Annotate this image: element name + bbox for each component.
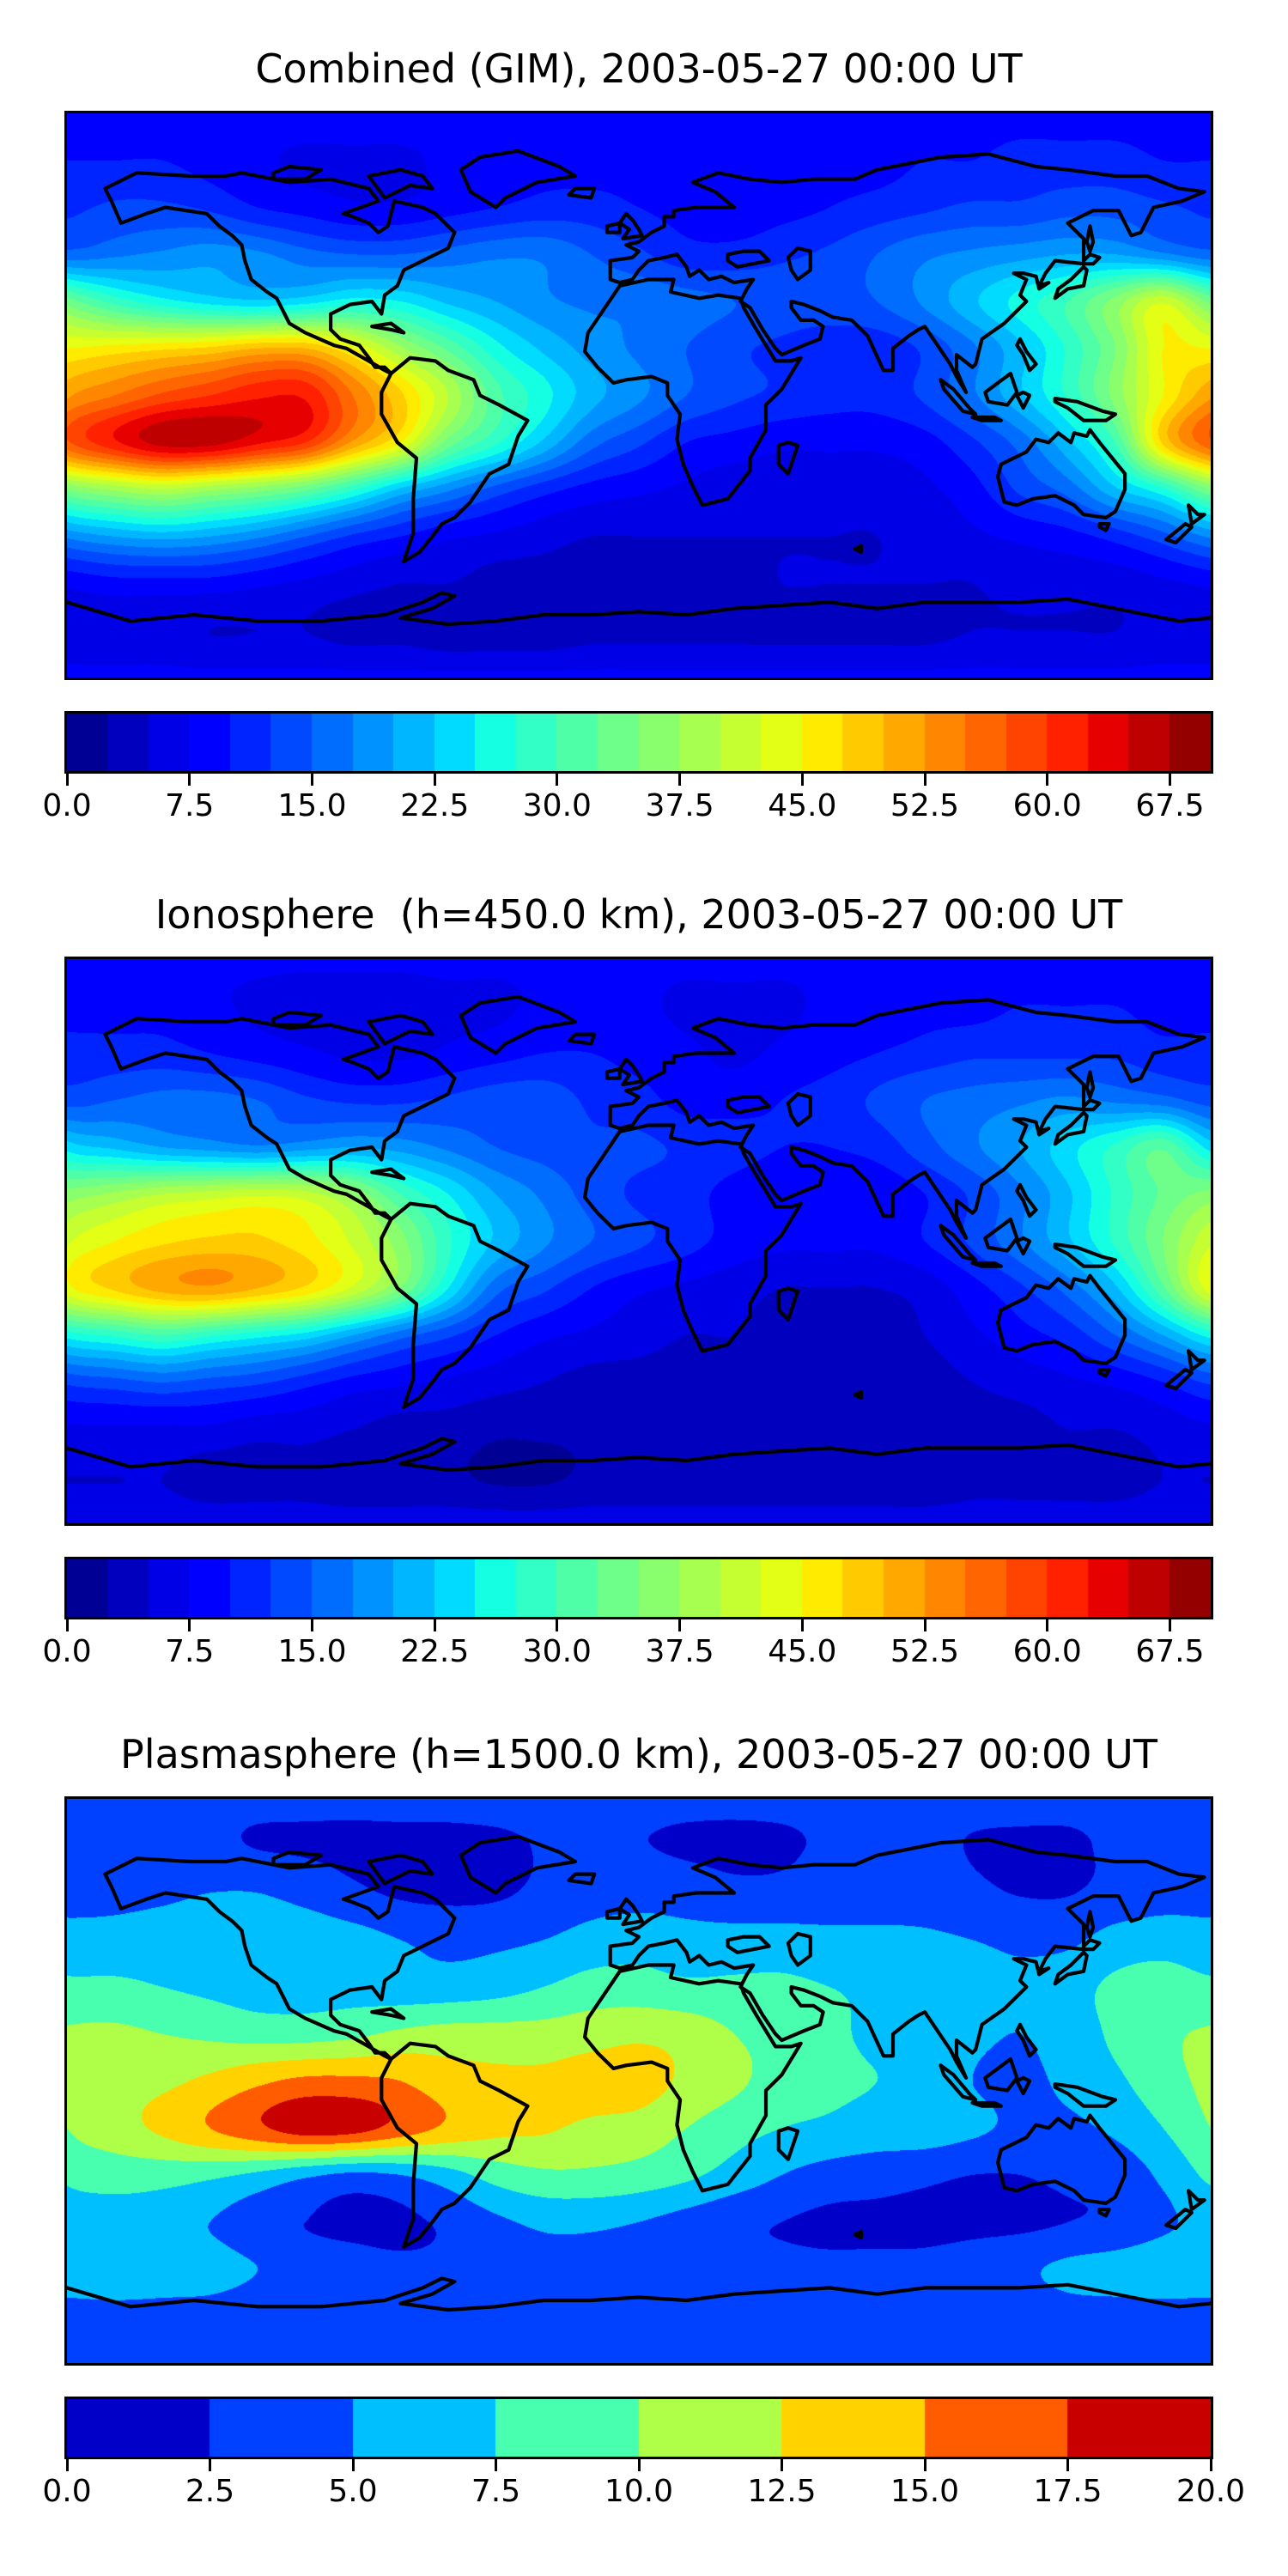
colorbar-tick-label: 7.5 <box>165 788 215 823</box>
coastline-path <box>67 1834 1211 2312</box>
colorbar-tick-label: 37.5 <box>645 788 714 823</box>
colorbar-tick-label: 17.5 <box>1033 2474 1103 2509</box>
colorbar-tick-mark <box>800 774 804 786</box>
colorbar-tick-label: 30.0 <box>522 1634 592 1669</box>
colorbar-tick-label: 20.0 <box>1176 2474 1246 2509</box>
world-map-combined <box>64 111 1213 680</box>
colorbar-tick-label: 37.5 <box>645 1634 714 1669</box>
colorbar-tick-label: 60.0 <box>1012 1634 1082 1669</box>
colorbar-ionosphere <box>64 1557 1213 1619</box>
colorbar-tick-mark <box>781 2459 783 2471</box>
colorbar-tick-mark <box>351 2459 355 2471</box>
colorbar-tick-label: 30.0 <box>522 788 592 823</box>
panel-ionosphere: Ionosphere (h=450.0 km), 2003-05-27 00:0… <box>0 846 1288 1692</box>
colorbar-tick-label: 15.0 <box>277 1634 347 1669</box>
colorbar-tick-label: 45.0 <box>768 1634 837 1669</box>
colorbar-tick-mark <box>678 774 682 786</box>
colorbar-tick-label: 10.0 <box>604 2474 674 2509</box>
colorbar-tick-label: 67.5 <box>1135 1634 1205 1669</box>
colorbar-tick-label: 22.5 <box>400 788 470 823</box>
coastline-path <box>67 994 1211 1473</box>
colorbar-tick-mark <box>433 1619 436 1631</box>
colorbar-tick-label: 7.5 <box>165 1634 215 1669</box>
colorbar-tick-mark <box>1066 2459 1069 2471</box>
colorbar-tick-label: 15.0 <box>890 2474 960 2509</box>
panel-title: Combined (GIM), 2003-05-27 00:00 UT <box>255 46 1023 92</box>
coastlines-overlay <box>67 149 1211 627</box>
colorbar-tick-label: 2.5 <box>185 2474 235 2509</box>
colorbar-tick-mark <box>188 774 191 786</box>
colorbar-tick-label: 0.0 <box>42 1634 92 1669</box>
colorbar-tick-mark <box>188 1619 191 1631</box>
panel-combined-gim: Combined (GIM), 2003-05-27 00:00 UT 0.0 7… <box>0 0 1288 846</box>
colorbar-tick-label: 45.0 <box>768 788 837 823</box>
colorbar-tick-mark <box>310 774 313 786</box>
colorbar-tick-label: 0.0 <box>42 2474 92 2509</box>
colorbar-tick-mark <box>1168 774 1171 786</box>
colorbar-tick-mark <box>65 2459 69 2471</box>
colorbar-canvas <box>67 714 1211 771</box>
colorbar-plasmasphere <box>64 2397 1213 2459</box>
colorbar-tick-mark <box>433 774 436 786</box>
colorbar-tick-mark <box>1046 774 1049 786</box>
colorbar-tick-label: 22.5 <box>400 1634 470 1669</box>
world-map-ionosphere <box>64 957 1213 1526</box>
colorbar-tick-mark <box>923 2459 927 2471</box>
colorbar-tick-mark <box>1209 2459 1212 2471</box>
colorbar-tick-mark <box>1046 1619 1049 1631</box>
colorbar-tick-mark <box>495 2459 497 2471</box>
colorbar-tick-mark <box>556 1619 559 1631</box>
colorbar-tick-label: 60.0 <box>1012 788 1082 823</box>
colorbar-tick-label: 5.0 <box>328 2474 378 2509</box>
colorbar-tick-label: 7.5 <box>471 2474 521 2509</box>
colorbar-tick-label: 0.0 <box>42 788 92 823</box>
colorbar-tick-mark <box>1168 1619 1171 1631</box>
panel-plasmasphere: Plasmasphere (h=1500.0 km), 2003-05-27 0… <box>0 1686 1288 2531</box>
world-map-plasmasphere <box>64 1796 1213 2366</box>
colorbar-tick-mark <box>800 1619 804 1631</box>
coastlines-overlay <box>67 994 1211 1473</box>
colorbar-tick-mark <box>65 1619 69 1631</box>
colorbar-tick-mark <box>310 1619 313 1631</box>
colorbar-tick-mark <box>923 1619 927 1631</box>
colorbar-tick-mark <box>65 774 69 786</box>
coastline-path <box>67 149 1211 627</box>
colorbar-tick-label: 52.5 <box>890 788 960 823</box>
colorbar-tick-mark <box>637 2459 641 2471</box>
panel-title: Plasmasphere (h=1500.0 km), 2003-05-27 0… <box>120 1731 1157 1777</box>
coastlines-overlay <box>67 1834 1211 2312</box>
colorbar-tick-label: 15.0 <box>277 788 347 823</box>
colorbar-canvas <box>67 2399 1211 2457</box>
colorbar-tick-mark <box>678 1619 682 1631</box>
colorbar-canvas <box>67 1559 1211 1617</box>
colorbar-tick-mark <box>556 774 559 786</box>
colorbar-tick-label: 12.5 <box>747 2474 817 2509</box>
colorbar-tick-label: 67.5 <box>1135 788 1205 823</box>
panel-title: Ionosphere (h=450.0 km), 2003-05-27 00:0… <box>155 891 1123 938</box>
colorbar-combined <box>64 711 1213 774</box>
colorbar-tick-mark <box>923 774 927 786</box>
colorbar-tick-mark <box>209 2459 211 2471</box>
colorbar-tick-label: 52.5 <box>890 1634 960 1669</box>
